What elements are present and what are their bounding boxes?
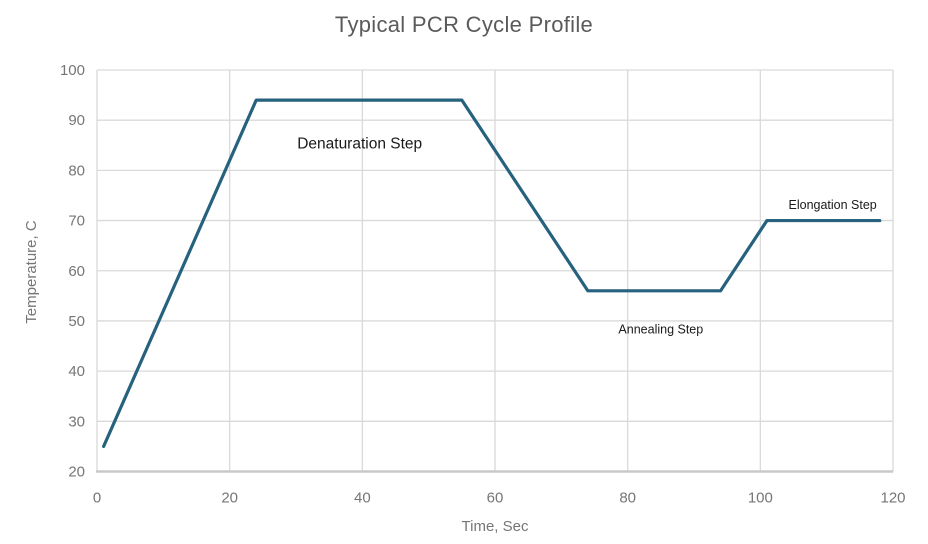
annotation-elongation-step: Elongation Step (789, 198, 877, 212)
x-tick-label-100: 100 (748, 490, 773, 507)
y-tick-label-40: 40 (68, 363, 85, 380)
y-tick-label-60: 60 (68, 263, 85, 280)
y-tick-label-30: 30 (68, 413, 85, 430)
chart-title: Typical PCR Cycle Profile (334, 12, 594, 37)
y-tick-label-100: 100 (60, 62, 85, 79)
x-tick-label-60: 60 (487, 490, 504, 507)
y-tick-label-20: 20 (68, 464, 85, 481)
y-tick-label-90: 90 (68, 112, 85, 129)
y-tick-label-50: 50 (68, 313, 85, 330)
x-tick-label-120: 120 (880, 490, 905, 507)
annotation-annealing-step: Annealing Step (618, 322, 703, 336)
annotation-denaturation-step: Denaturation Step (297, 135, 422, 152)
y-tick-label-70: 70 (68, 213, 85, 230)
y-tick-label-80: 80 (68, 162, 85, 179)
x-axis-title: Time, Sec (462, 518, 529, 535)
x-tick-label-0: 0 (93, 490, 101, 507)
x-tick-label-20: 20 (221, 490, 238, 507)
x-tick-label-80: 80 (619, 490, 636, 507)
y-axis-title: Temperature, C (23, 220, 40, 324)
x-tick-label-40: 40 (354, 490, 371, 507)
series-line-pcr-temperature (102, 98, 882, 449)
